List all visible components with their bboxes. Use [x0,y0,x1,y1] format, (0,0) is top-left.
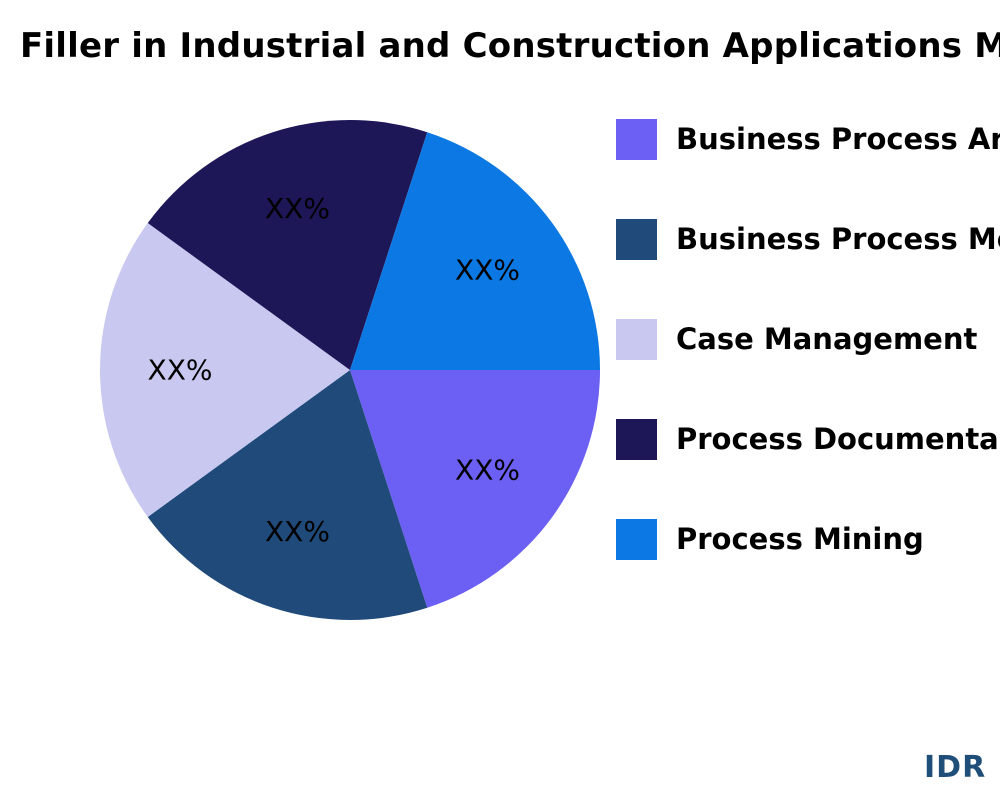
slice-data-label-1: XX% [455,453,520,486]
pie-slice-5 [350,132,600,370]
brand-logo: IDR [924,750,987,785]
pie-chart: XX% XX% XX% XX% XX% [100,120,600,620]
pie-slice-1 [350,370,600,608]
slice-data-label-2: XX% [265,515,330,548]
legend-label-3: Case Management [676,322,978,356]
legend-swatch-2 [616,219,657,260]
chart-title: Filler in Industrial and Construction Ap… [20,26,1000,66]
pie-slice-4 [147,120,428,370]
slice-data-label-5: XX% [455,254,520,287]
slice-data-label-4: XX% [265,192,330,225]
legend-label-4: Process Documenta [676,422,999,456]
legend-swatch-1 [616,119,657,160]
legend-swatch-3 [616,319,657,360]
pie-slice-3 [100,223,350,517]
slice-data-label-3: XX% [148,354,213,387]
legend-label-5: Process Mining [676,522,924,556]
legend-swatch-4 [616,419,657,460]
pie-slice-2 [147,370,428,620]
legend-label-2: Business Process Mo [676,222,1000,256]
legend-label-1: Business Process Ar [676,122,1000,156]
legend-swatch-5 [616,519,657,560]
